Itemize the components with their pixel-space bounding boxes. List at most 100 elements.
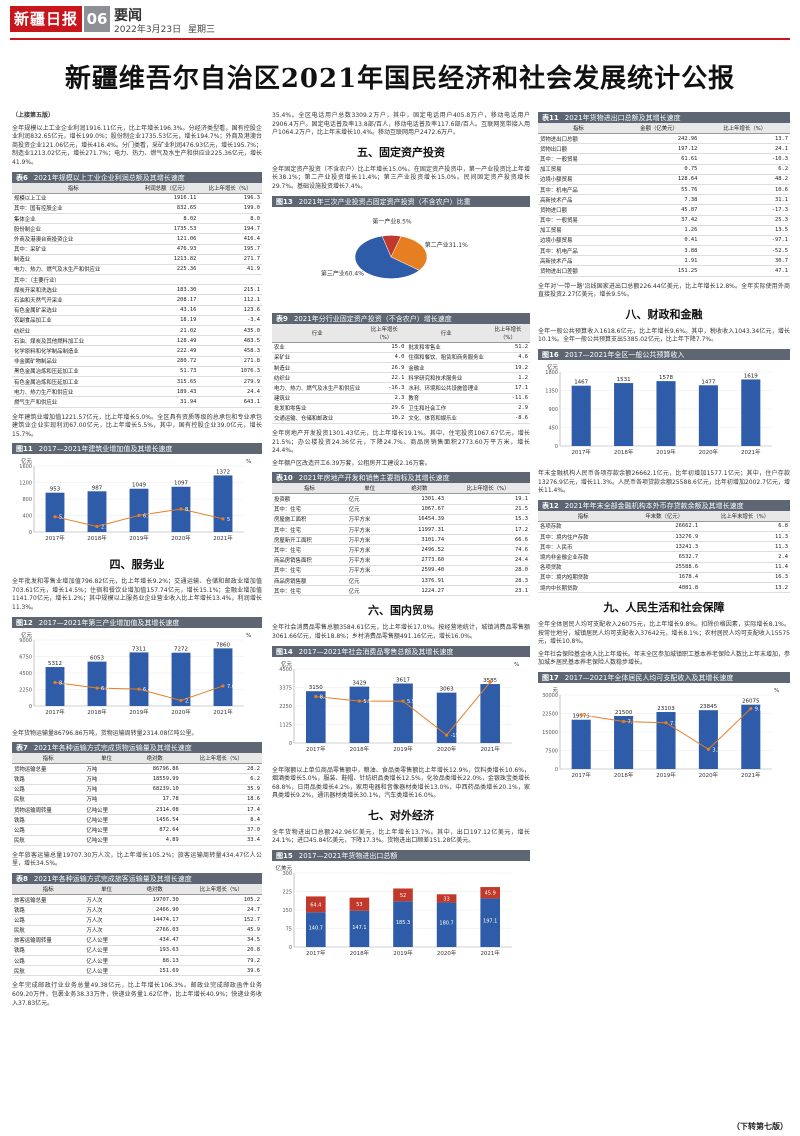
caption: 2021年货物进出口总额及其增长速度: [564, 114, 681, 122]
table-10: 表10 2021年房地产开发和销售主要指标及其增长速度 指标 单位 绝对数 比上年增长（…: [272, 472, 530, 597]
x-tick-label: 2021年: [741, 448, 761, 456]
table-row: 其中：一般贸易 61.61 -10.3: [538, 153, 790, 165]
table-cell: 10.6: [699, 184, 790, 196]
x-tick-label: 2021年: [480, 949, 500, 957]
table-row: 高新技术产品 7.38 31.1: [538, 194, 790, 206]
table-cell: 18.19: [134, 315, 199, 327]
caption-label: 表12: [542, 501, 559, 510]
table-cell: 151.69: [128, 965, 181, 977]
table-cell: 17.78: [128, 794, 181, 806]
table-row: 境内中长期贷款 4081.8 13.2: [538, 582, 790, 594]
table-cell: 纺织业: [12, 325, 135, 337]
table-cell: 13241.3: [628, 541, 701, 553]
table-cell: 教育: [406, 393, 486, 404]
table-row: 加工贸易 1.26 13.5: [538, 225, 790, 236]
section-heading: 五、固定资产投资: [357, 145, 445, 159]
table-row: 制造业 26.9 金融业 19.2: [272, 362, 530, 374]
data-label: 7.5: [670, 721, 678, 727]
y-tick-label: 0: [29, 530, 32, 536]
table-row: 货物运输总量 万吨 86796.86 28.2: [12, 763, 262, 775]
data-label: 5.5: [407, 699, 415, 705]
table-row: 纺织业 22.1 科学研究和技术服务业 1.2: [272, 372, 530, 384]
table-cell: 其中：境内住户存款: [538, 531, 629, 543]
line-point: [221, 683, 225, 688]
bar: [480, 683, 501, 743]
paragraph: 全年房地产开发投资1301.43亿元，比上年增长19.1%。其中，住宅投资106…: [272, 430, 530, 455]
y-axis-label: 亿美元: [275, 864, 292, 872]
table-cell: 55.76: [618, 184, 700, 196]
table-row: 外商及港澳台商投资企业 121.06 416.4: [12, 233, 262, 245]
table-cell: 万人次: [84, 894, 129, 906]
data-label: 3063: [440, 686, 454, 692]
line-point: [749, 707, 753, 711]
table-row: 高新技术产品 1.91 30.7: [538, 255, 790, 267]
table-cell: 195.7: [198, 244, 262, 255]
table-cell: 208.17: [134, 294, 199, 306]
table-cell: 39.6: [180, 965, 262, 977]
table-cell: 271.8: [198, 356, 262, 367]
table-cell: 规模以上工业: [12, 193, 135, 204]
chart-12: 图12 2017—2021年第三产业增加值及其增长速度 亿元% 0 2250 4500 6…: [12, 616, 262, 724]
table-row: 铁路 亿人公里 193.63 20.8: [12, 945, 262, 957]
table-header: 指标: [538, 123, 619, 134]
table-cell: 其中：住宅: [272, 504, 347, 515]
paragraph: 年末金融机构人民币各项存款余额26662.1亿元，比年初增加1577.1亿元；其…: [538, 470, 790, 495]
table-cell: 19.1: [446, 493, 530, 505]
table-header: 比上年增长（%）: [180, 883, 262, 895]
x-tick-label: 2019年: [129, 708, 149, 716]
table-cell: 批发和零售业: [406, 342, 486, 353]
bar: [614, 383, 634, 446]
caption: 2017—2021年全体居民人均可支配收入及其增长速度: [564, 674, 734, 683]
section-heading: 九、人民生活和社会保障: [603, 601, 725, 615]
table-cell: 872.64: [128, 824, 181, 836]
table-cell: 卫生和社会工作: [406, 403, 486, 414]
data-label: 185.3: [396, 920, 410, 926]
table-row: 有色金属冶炼和压延加工业 315.65 279.9: [12, 376, 262, 388]
table-cell: 亿吨公里: [84, 835, 129, 846]
table-cell: 14474.17: [128, 914, 181, 926]
y-tick-label: 7500: [545, 749, 558, 755]
table-header: 行业: [406, 323, 486, 343]
table-cell: 225.36: [134, 264, 199, 276]
table-cell: 外商及港澳台商投资企业: [12, 233, 135, 245]
caption-label: 表11: [542, 114, 559, 122]
table-cell: 15.0: [362, 342, 407, 353]
table-row: 民航 万人次 2766.03 45.9: [12, 925, 262, 936]
y-axis-label: 亿元: [21, 631, 33, 639]
table-header: 比上年增长（%）: [180, 753, 262, 765]
table-8: 表8 2021年各种运输方式完成旅客运输量及其增长速度 指标 单位 绝对数 比上年增长（…: [12, 872, 262, 977]
y-tick-label: 22500: [542, 712, 558, 718]
table-cell: 高新技术产品: [538, 255, 619, 267]
line-point: [706, 747, 710, 751]
table-header: 指标: [538, 510, 629, 522]
bar: [436, 692, 457, 743]
table-row: 采矿业 4.0 住宿和餐饮、租赁和商务服务业 4.6: [272, 352, 530, 363]
table-cell: 26662.1: [628, 521, 701, 532]
table-cell: 483.5: [198, 335, 262, 347]
bar: [129, 489, 149, 533]
caption: 2017—2021年货物进出口总额: [298, 852, 398, 861]
bar: [213, 475, 233, 533]
table-cell: 28.3: [446, 575, 530, 587]
line-point: [488, 680, 492, 684]
table-cell: 11.3: [700, 531, 790, 543]
masthead: 新疆日报 06 要闻 2022年3月23日 星期三: [0, 0, 800, 44]
table-row: 房屋新开工面积 万平方米 3101.74 66.6: [272, 534, 530, 546]
table-cell: 19707.30: [128, 894, 181, 906]
y-tick-label: 1200: [19, 481, 32, 487]
table-row: 交通运输、仓储和邮政业 10.2 文化、体育和娱乐业 -8.6: [272, 413, 530, 425]
table-cell: 280.72: [134, 356, 199, 367]
bar: [171, 652, 191, 706]
table-cell: 货物运输周转量: [12, 804, 85, 816]
table-cell: 8.4: [180, 814, 262, 826]
table-cell: 1.91: [618, 255, 700, 267]
table-cell: 1376.91: [392, 575, 447, 587]
x-tick-label: 2020年: [699, 771, 719, 779]
table-cell: 货物进出口差额: [538, 265, 619, 277]
pie-slice: [354, 235, 420, 279]
table-row: 民航 亿人公里 151.69 39.6: [12, 965, 262, 977]
weekday: 星期三: [187, 25, 215, 35]
table-cell: 121.06: [134, 233, 199, 245]
table-cell: 2773.60: [392, 555, 447, 566]
table-cell: 17.1: [485, 382, 530, 394]
